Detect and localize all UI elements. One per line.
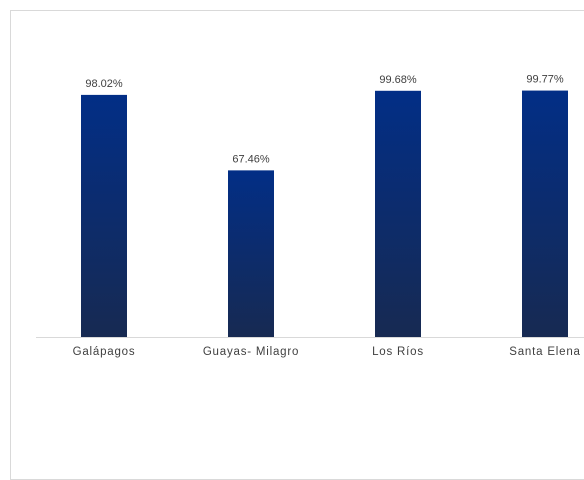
category-label-2: Guayas- Milagro: [203, 346, 299, 358]
bars-group: [81, 90, 568, 338]
value-label-3: 99.68%: [379, 74, 417, 86]
category-label-3: Los Ríos: [372, 346, 424, 358]
bar-1: [81, 94, 127, 338]
category-label-1: Galápagos: [73, 346, 136, 358]
category-labels-group: Galápagos Guayas- Milagro Los Ríos Santa El…: [73, 346, 580, 358]
bar-4: [522, 90, 568, 337]
bar-3: [375, 90, 421, 337]
value-labels-group: 98.02% 67.46% 99.68% 99.77%: [85, 74, 564, 166]
value-label-1: 98.02%: [85, 78, 123, 90]
value-label-4: 99.77%: [526, 74, 564, 86]
bar-chart: 98.02% 67.46% 99.68% 99.77% Galápagos Guayas…: [36, 74, 584, 358]
value-label-2: 67.46%: [232, 153, 270, 165]
category-label-4: Santa Elena: [509, 346, 580, 358]
bar-2: [228, 170, 274, 337]
